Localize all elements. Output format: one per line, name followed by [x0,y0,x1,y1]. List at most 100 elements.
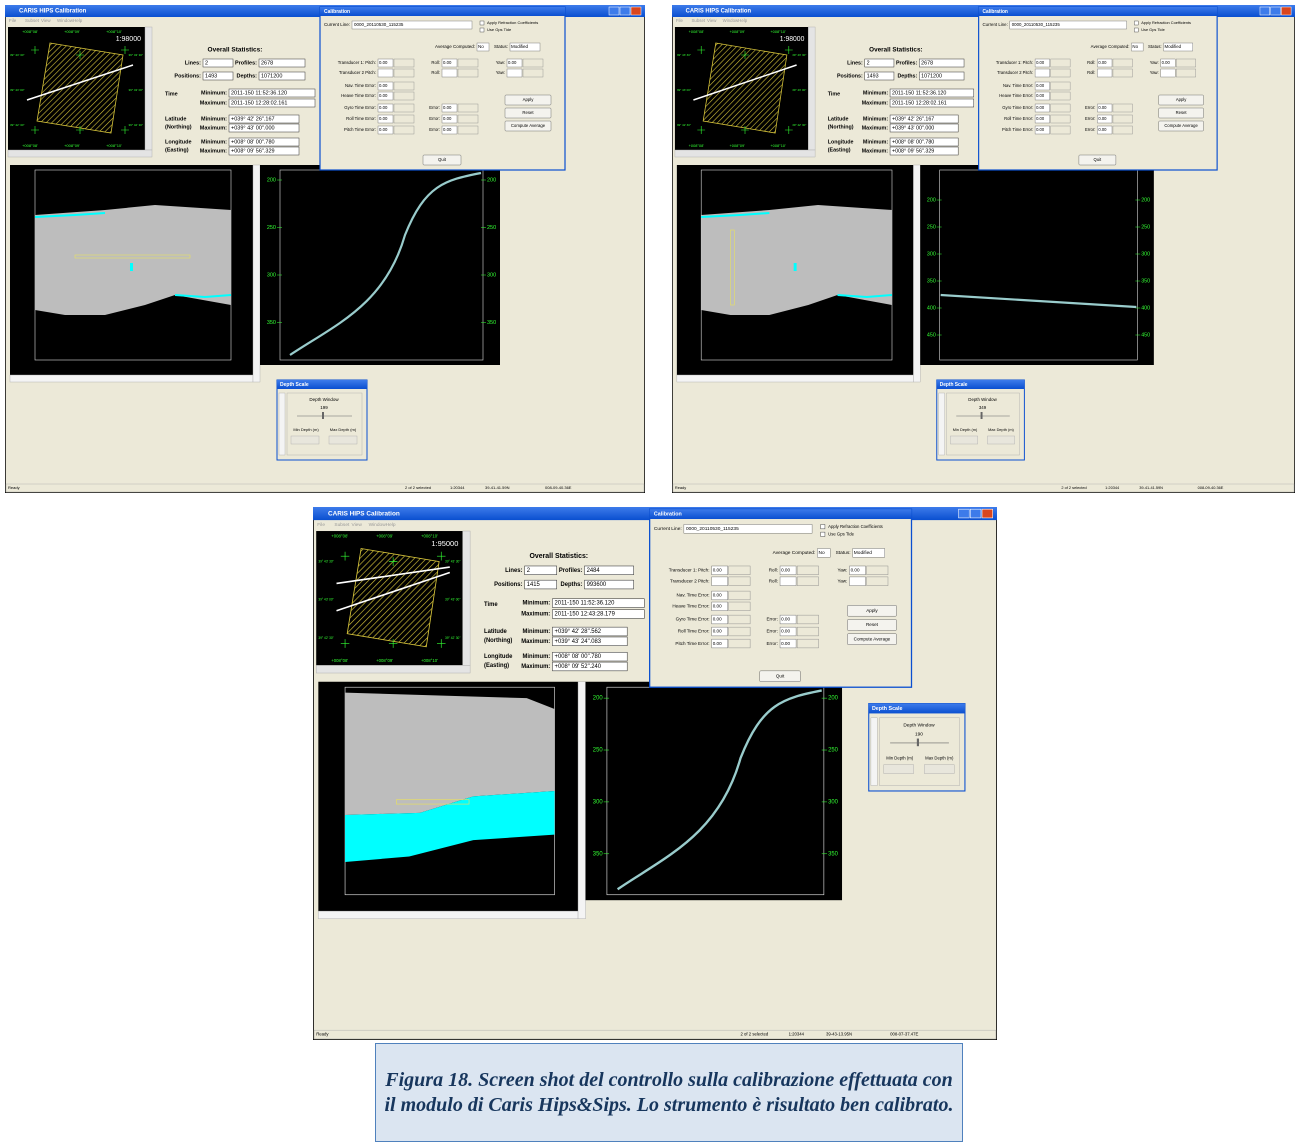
spin-button[interactable] [1113,59,1132,67]
spin-button[interactable] [1113,126,1132,134]
v-scrollbar[interactable] [463,531,470,665]
spin-button[interactable] [867,566,888,575]
stat-label: Minimum: [201,139,227,145]
h-scrollbar[interactable] [316,665,470,673]
spin-button[interactable] [729,566,750,575]
field-box[interactable] [1161,69,1176,77]
v-scrollbar[interactable] [253,165,260,382]
spin-button[interactable] [1176,59,1195,67]
spin-button[interactable] [1051,59,1070,67]
spin-button[interactable] [394,92,414,100]
page: Figura 18. Screen shot del controllo sul… [0,0,1295,1144]
spin-button[interactable] [458,59,478,67]
spin-button[interactable] [1113,104,1132,112]
window-button[interactable] [1281,7,1291,15]
spin-button[interactable] [1051,82,1070,90]
h-scrollbar[interactable] [318,911,578,919]
checkbox[interactable] [480,21,484,25]
row-label: Yaw: [1150,70,1159,75]
spin-button[interactable] [729,615,750,624]
v-scrollbar[interactable] [871,718,877,786]
spin-button[interactable] [729,639,750,648]
field-box[interactable] [507,69,522,77]
window-button[interactable] [982,509,993,518]
spin-button[interactable] [1113,69,1132,77]
spin-button[interactable] [729,627,750,636]
dialog-bg [979,7,1217,170]
spin-button[interactable] [1176,69,1195,77]
spin-button[interactable] [394,82,414,90]
spin-button[interactable] [394,69,414,77]
spin-button[interactable] [797,577,818,586]
h-scrollbar[interactable] [10,375,253,382]
window-button[interactable] [620,7,630,15]
window-button[interactable] [1271,7,1281,15]
window-button[interactable] [1260,7,1270,15]
field-box[interactable] [780,577,796,586]
window-button[interactable] [631,7,641,15]
checkbox[interactable] [1134,21,1138,25]
v-scrollbar[interactable] [939,393,945,455]
slider-thumb[interactable] [981,412,983,419]
status-text: 1:20344 [1105,485,1120,490]
spin-button[interactable] [797,615,818,624]
spin-button[interactable] [1051,115,1070,123]
spin-button[interactable] [729,602,750,611]
row-label: Transducer 2 Pitch: [670,578,710,583]
row-label: Yaw: [838,578,848,583]
checkbox-label: Apply Refraction Coefficients [828,524,883,529]
field-box[interactable] [712,577,728,586]
checkbox[interactable] [821,532,825,536]
spin-button[interactable] [729,577,750,586]
stat-label: Maximum: [521,664,550,670]
map-lat-label: 39° 43' 00" [792,88,806,92]
spin-button[interactable] [458,126,478,134]
spin-button[interactable] [458,69,478,77]
spin-button[interactable] [1113,115,1132,123]
spin-button[interactable] [1051,92,1070,100]
checkbox[interactable] [821,524,825,528]
spin-button[interactable] [523,69,543,77]
h-scrollbar[interactable] [8,150,152,157]
spin-button[interactable] [729,591,750,600]
spin-button[interactable] [1051,126,1070,134]
row-label: Error: [1085,127,1095,132]
window-button[interactable] [609,7,619,15]
spin-button[interactable] [1051,104,1070,112]
window-button[interactable] [959,509,970,518]
field-box [329,436,357,444]
h-scrollbar[interactable] [677,375,914,382]
spin-button[interactable] [523,59,543,67]
spin-button[interactable] [394,126,414,134]
slider-thumb[interactable] [322,412,324,419]
spin-button[interactable] [1051,69,1070,77]
checkbox[interactable] [480,28,484,32]
v-scrollbar[interactable] [913,165,920,382]
field-box[interactable] [850,577,866,586]
slider-thumb[interactable] [917,739,919,747]
spin-button[interactable] [394,115,414,123]
spin-button[interactable] [394,59,414,67]
spin-button[interactable] [458,115,478,123]
spin-button[interactable] [797,639,818,648]
field-box[interactable] [1097,69,1112,77]
depth-tick-label: 200 [1141,197,1150,203]
spin-button[interactable] [797,627,818,636]
field-box[interactable] [442,69,457,77]
checkbox[interactable] [1134,28,1138,32]
v-scrollbar[interactable] [578,682,585,919]
h-scrollbar[interactable] [675,150,815,157]
v-scrollbar[interactable] [279,393,285,455]
spin-button[interactable] [867,577,888,586]
spin-button[interactable] [458,104,478,112]
field-box[interactable] [1035,69,1050,77]
v-scrollbar[interactable] [808,27,815,150]
row-label: Roll: [769,568,778,573]
field-box[interactable] [378,69,393,77]
window-button[interactable] [970,509,981,518]
spin-button[interactable] [797,566,818,575]
menu-item: File [317,522,325,528]
v-scrollbar[interactable] [145,27,152,150]
field-value: 0.00 [508,60,517,65]
spin-button[interactable] [394,104,414,112]
